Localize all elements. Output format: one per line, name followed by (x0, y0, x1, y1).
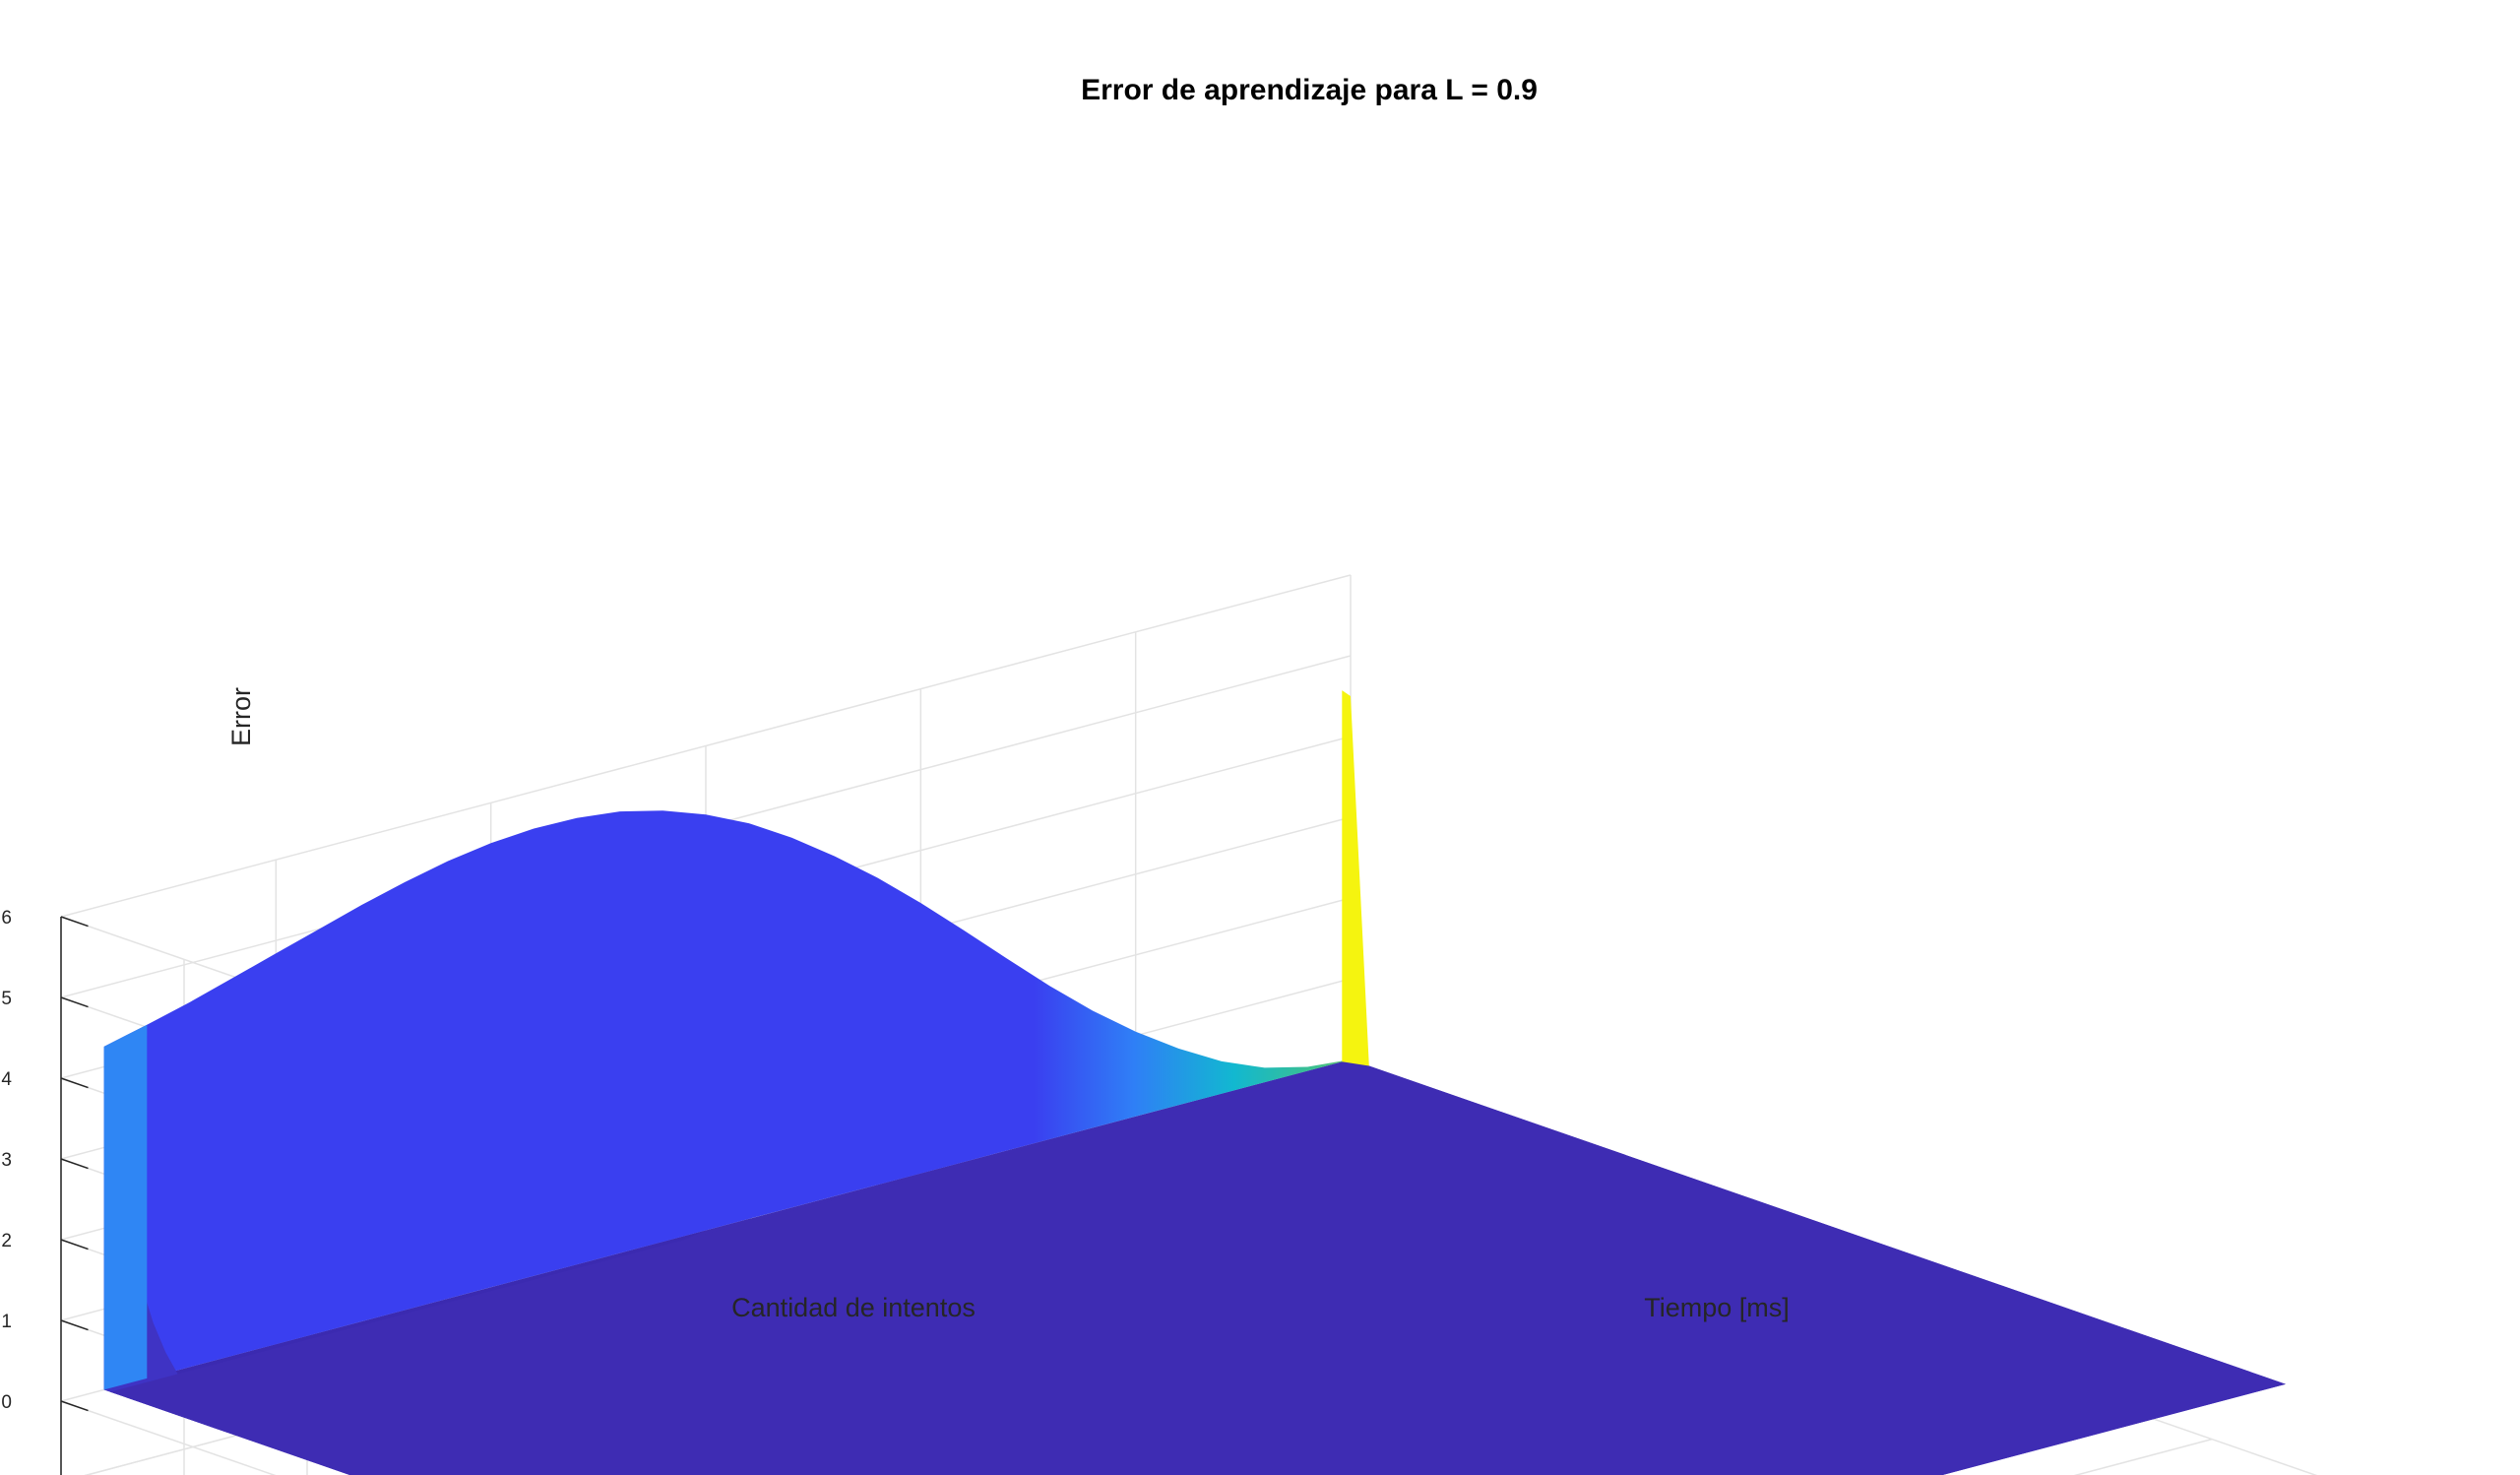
z-tick-mark (61, 1078, 89, 1088)
z-tick-label: 0.3 (0, 1150, 12, 1171)
z-tick-mark (61, 1159, 89, 1169)
z-tick-mark (61, 997, 89, 1007)
surface-decay-edge (104, 1025, 148, 1390)
z-tick-mark (61, 1401, 89, 1411)
y-axis-label: Tiempo [ms] (1644, 1293, 1790, 1322)
surface (104, 690, 2286, 1475)
z-tick-label: 0.4 (0, 1069, 12, 1090)
x-axis-label: Cantidad de intentos (731, 1293, 976, 1322)
z-tick-label: 0.5 (0, 989, 12, 1009)
z-axis-label: Error (226, 687, 256, 746)
z-tick-label: 0.6 (0, 908, 12, 929)
z-tick-mark (61, 917, 89, 927)
surface-ridge-edge (1342, 690, 1369, 1065)
z-tick-mark (61, 1240, 89, 1250)
z-tick-label: 0.2 (0, 1231, 12, 1251)
chart-title: Error de aprendizaje para L = 0.9 (1081, 74, 1538, 106)
z-tick-label: 0.1 (0, 1312, 12, 1332)
z-tick-label: 0 (1, 1392, 12, 1413)
z-tick-mark (61, 1320, 89, 1330)
